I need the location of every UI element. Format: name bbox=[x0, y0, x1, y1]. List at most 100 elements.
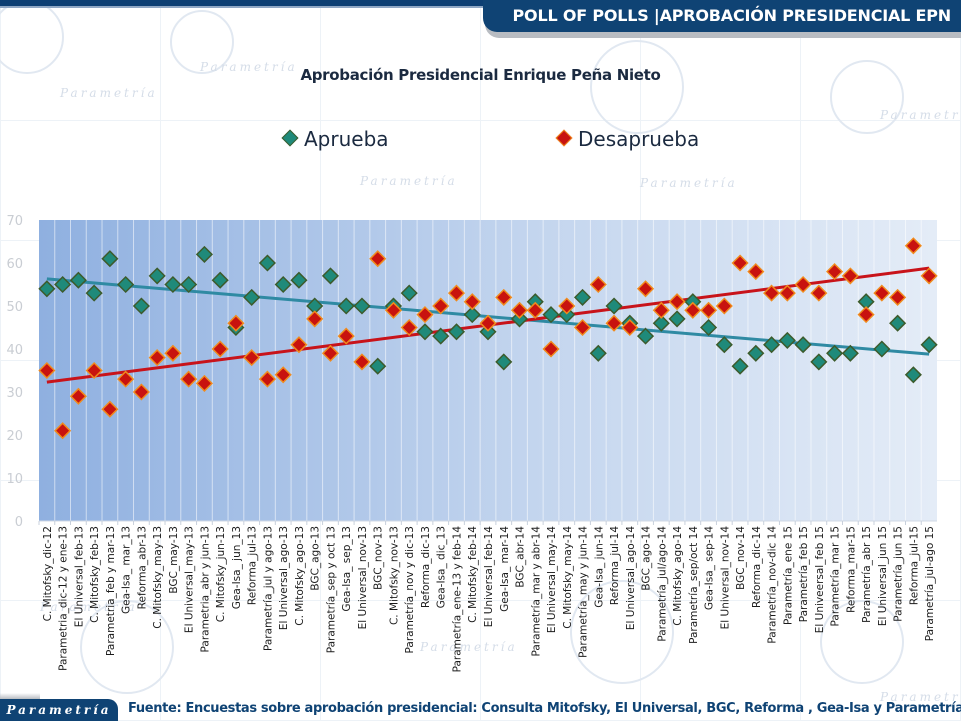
point-desaprueba bbox=[117, 370, 135, 388]
y-tick-label: 0 bbox=[15, 515, 23, 530]
point-desaprueba bbox=[605, 314, 623, 332]
point-desaprueba bbox=[227, 314, 245, 332]
watermark-circle bbox=[830, 60, 904, 134]
point-aprueba bbox=[542, 306, 560, 324]
point-desaprueba bbox=[731, 254, 749, 272]
point-desaprueba bbox=[164, 344, 182, 362]
point-aprueba bbox=[148, 267, 166, 285]
point-desaprueba bbox=[826, 263, 844, 281]
point-desaprueba bbox=[652, 301, 670, 319]
point-desaprueba bbox=[432, 297, 450, 315]
point-aprueba bbox=[668, 310, 686, 328]
point-desaprueba bbox=[495, 288, 513, 306]
footer-shadow bbox=[0, 693, 40, 699]
point-aprueba bbox=[258, 254, 276, 272]
point-aprueba bbox=[573, 288, 592, 306]
x-tick-label: Parametría_abr 15 bbox=[861, 526, 873, 623]
x-tick-label: Parametría_jul y ago-13 bbox=[262, 526, 274, 651]
point-desaprueba bbox=[290, 336, 308, 354]
point-aprueba bbox=[274, 275, 292, 294]
x-tick-label: BGC_ago-14 bbox=[641, 526, 653, 591]
x-tick-label: BGC_nov-13 bbox=[373, 526, 385, 590]
watermark-circle bbox=[80, 600, 174, 694]
x-tick-label: El Universal_nov-14 bbox=[719, 526, 731, 630]
point-desaprueba bbox=[510, 301, 529, 319]
point-desaprueba bbox=[447, 284, 466, 302]
x-tick-label: El Universal_feb-13 bbox=[73, 526, 85, 627]
watermark-circle bbox=[570, 580, 674, 684]
y-tick-label: 10 bbox=[6, 472, 23, 487]
watermark-text: Parametría bbox=[880, 690, 961, 704]
point-desaprueba bbox=[211, 340, 229, 358]
watermark-text: Parametría bbox=[200, 60, 298, 74]
x-tick-label: Gea-Isa_ jun_13 bbox=[231, 526, 243, 609]
x-tick-label: Gea-Isa_ dic_13 bbox=[436, 526, 448, 608]
point-desaprueba bbox=[353, 353, 371, 371]
point-desaprueba bbox=[54, 422, 72, 440]
x-tick-label: El Universal_jun 15 bbox=[877, 526, 889, 626]
point-aprueba bbox=[826, 344, 844, 362]
point-aprueba bbox=[873, 340, 891, 358]
x-tick-label: Parametría_ene-13 y feb-14 bbox=[451, 526, 463, 673]
top-bar bbox=[0, 0, 961, 6]
x-tick-label: Gea-Isa_ jun-14 bbox=[593, 526, 605, 608]
point-aprueba bbox=[164, 275, 182, 294]
point-desaprueba bbox=[369, 250, 387, 268]
x-tick-label: C. Mitofsky_dic-12 bbox=[42, 526, 54, 621]
point-desaprueba bbox=[747, 263, 765, 281]
point-aprueba bbox=[841, 344, 859, 362]
point-desaprueba bbox=[85, 361, 103, 380]
x-tick-label: El Universal_ago-13 bbox=[278, 526, 290, 630]
point-aprueba bbox=[54, 275, 72, 294]
watermark-text: Parametría bbox=[60, 86, 158, 100]
point-aprueba bbox=[400, 284, 418, 302]
plot-area bbox=[39, 220, 937, 521]
x-tick-label: Gea-Isa_ mar_13 bbox=[121, 526, 133, 614]
watermark-text: Parametría bbox=[880, 108, 961, 122]
y-tick-label: 70 bbox=[6, 214, 23, 229]
point-desaprueba bbox=[715, 297, 733, 315]
point-desaprueba bbox=[180, 370, 198, 388]
x-tick-label: Parametría_jun 15 bbox=[893, 526, 905, 622]
x-tick-label: Parametría_jul-ago 15 bbox=[924, 526, 936, 641]
point-aprueba bbox=[353, 297, 371, 315]
x-tick-label: C. Mitofsky_may-13 bbox=[152, 526, 164, 629]
point-aprueba bbox=[369, 357, 387, 375]
x-tick-label: BGC_nov-14 bbox=[735, 526, 747, 590]
x-tick-label: Gea-Isa_ sep_13 bbox=[341, 526, 353, 612]
point-desaprueba bbox=[573, 318, 592, 337]
watermark-circle bbox=[170, 10, 234, 74]
point-aprueba bbox=[495, 353, 513, 371]
watermark-circle bbox=[820, 600, 904, 684]
point-aprueba bbox=[731, 357, 749, 375]
x-tick-label: Parametría_mar 15 bbox=[830, 526, 842, 626]
x-tick-label: BGC_ago-13 bbox=[310, 526, 322, 591]
x-tick-label: Parametría_nov-dic 14 bbox=[767, 526, 779, 644]
point-aprueba bbox=[195, 245, 213, 263]
x-tick-label: El Universal_may-13 bbox=[184, 526, 196, 633]
x-tick-label: Gea-Isa_ sep-14 bbox=[704, 526, 716, 610]
x-tick-label: Reforma_abr-13 bbox=[136, 526, 148, 609]
legend-item-aprueba: Aprueba bbox=[281, 127, 389, 151]
x-tick-label: El Universal_feb-14 bbox=[483, 526, 495, 628]
point-desaprueba bbox=[542, 340, 560, 358]
footer-source: Fuente: Encuestas sobre aprobación presi… bbox=[128, 701, 961, 716]
point-desaprueba bbox=[778, 284, 796, 302]
point-aprueba bbox=[243, 288, 261, 306]
point-aprueba bbox=[432, 327, 450, 345]
watermark-text: Parametría bbox=[640, 176, 738, 190]
point-desaprueba bbox=[636, 280, 655, 298]
x-tick-label: Parametría_sep/oct 14 bbox=[688, 526, 700, 644]
legend-item-desaprueba: Desaprueba bbox=[555, 127, 699, 151]
x-tick-label: Parametria_feb y mar-13 bbox=[105, 526, 117, 656]
point-aprueba bbox=[778, 331, 796, 349]
top-bar-accent bbox=[0, 6, 500, 8]
x-tick-label: Reforma_dic-13 bbox=[420, 526, 432, 608]
point-desaprueba bbox=[101, 400, 119, 418]
point-desaprueba bbox=[132, 383, 150, 401]
point-aprueba bbox=[38, 280, 56, 298]
point-aprueba bbox=[558, 306, 576, 324]
point-aprueba bbox=[117, 275, 135, 294]
point-aprueba bbox=[321, 267, 340, 285]
